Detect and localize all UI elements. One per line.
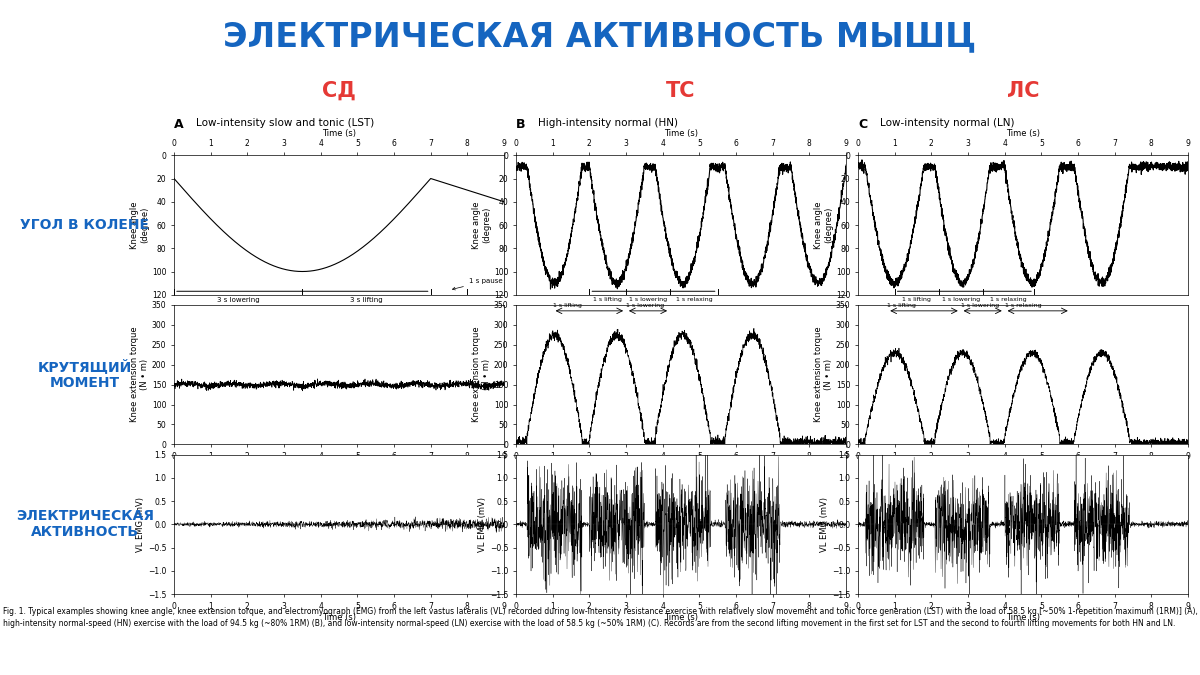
Y-axis label: Knee angle
(degree): Knee angle (degree) (472, 201, 491, 249)
Text: B: B (516, 118, 526, 131)
X-axis label: Time (s): Time (s) (1006, 129, 1040, 138)
Y-axis label: VL EMG (mV): VL EMG (mV) (136, 497, 145, 551)
Y-axis label: Knee extension torque
(N • m): Knee extension torque (N • m) (472, 327, 491, 423)
Y-axis label: Knee extension torque
(N • m): Knee extension torque (N • m) (814, 327, 833, 423)
Text: 1 s lifting: 1 s lifting (902, 297, 931, 302)
Text: ЭЛЕКТРИЧЕСКАЯ АКТИВНОСТЬ МЫШЦ: ЭЛЕКТРИЧЕСКАЯ АКТИВНОСТЬ МЫШЦ (223, 20, 977, 53)
Text: ЭЛЕКТРИЧЕСКАЯ
АКТИВНОСТЬ: ЭЛЕКТРИЧЕСКАЯ АКТИВНОСТЬ (16, 509, 154, 539)
Y-axis label: Knee extension torque
(N • m): Knee extension torque (N • m) (130, 327, 149, 423)
Text: 1 s pause: 1 s pause (452, 278, 503, 290)
Text: 1 s lowering: 1 s lowering (942, 297, 979, 302)
Text: КРУТЯЩИЙ
МОМЕНТ: КРУТЯЩИЙ МОМЕНТ (37, 359, 132, 390)
X-axis label: Time (s): Time (s) (664, 464, 698, 472)
X-axis label: Time (s): Time (s) (1006, 614, 1040, 622)
Text: ЛС: ЛС (1007, 81, 1039, 101)
Text: 3 s lowering: 3 s lowering (217, 297, 259, 303)
X-axis label: Time (s): Time (s) (664, 129, 698, 138)
Text: 1 s lowering: 1 s lowering (629, 297, 667, 302)
Text: 1 s lifting: 1 s lifting (553, 303, 582, 308)
Y-axis label: Knee angle
(degree): Knee angle (degree) (130, 201, 149, 249)
Text: СД: СД (322, 81, 356, 101)
Text: 1 s lowering: 1 s lowering (626, 303, 664, 308)
X-axis label: Time (s): Time (s) (664, 614, 698, 622)
Text: A: A (174, 118, 184, 131)
Text: 3 s lifting: 3 s lifting (350, 297, 383, 303)
X-axis label: Time (s): Time (s) (322, 614, 356, 622)
Text: 1 s relaxing: 1 s relaxing (990, 297, 1027, 302)
Text: 1 s relaxing: 1 s relaxing (1004, 303, 1042, 308)
Text: Fig. 1. Typical examples showing knee angle, knee extension torque, and electrom: Fig. 1. Typical examples showing knee an… (2, 608, 1198, 628)
Text: 1 s relaxing: 1 s relaxing (676, 297, 712, 302)
Y-axis label: Knee angle
(degree): Knee angle (degree) (814, 201, 833, 249)
Text: 1 s lowering: 1 s lowering (961, 303, 998, 308)
X-axis label: Time (s): Time (s) (1006, 464, 1040, 472)
Y-axis label: VL EMG (mV): VL EMG (mV) (820, 497, 829, 551)
Text: Low-intensity slow and tonic (LST): Low-intensity slow and tonic (LST) (196, 118, 374, 128)
X-axis label: Time (s): Time (s) (322, 129, 356, 138)
X-axis label: Time (s): Time (s) (322, 464, 356, 472)
Text: 1 s lifting: 1 s lifting (887, 303, 917, 308)
Text: ТС: ТС (666, 81, 696, 101)
Text: 1 s lifting: 1 s lifting (593, 297, 622, 302)
Text: Low-intensity normal (LN): Low-intensity normal (LN) (880, 118, 1014, 128)
Text: C: C (858, 118, 868, 131)
Text: УГОЛ В КОЛЕНЕ: УГОЛ В КОЛЕНЕ (20, 218, 150, 232)
Y-axis label: VL EMG (mV): VL EMG (mV) (478, 497, 487, 551)
Text: High-intensity normal (HN): High-intensity normal (HN) (538, 118, 678, 128)
